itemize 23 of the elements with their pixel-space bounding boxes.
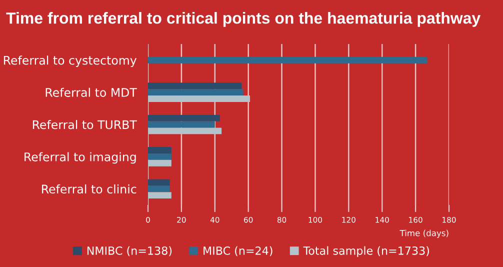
bar: [148, 121, 215, 128]
bar: [148, 82, 242, 90]
chart-title: Time from referral to critical points on the haematuria pathway: [6, 12, 481, 27]
y-tick-label: Referral to clinic: [42, 184, 136, 194]
bar: [148, 56, 428, 64]
legend-label: Total sample (n=1733): [303, 246, 429, 257]
bar: [148, 96, 250, 102]
bar: [148, 89, 244, 96]
bar: [148, 186, 170, 192]
bar: [148, 128, 222, 134]
y-tick-label: Referral to cystectomy: [4, 56, 137, 68]
bar: [148, 160, 172, 166]
bar: [148, 179, 170, 186]
legend-label: NMIBC (n=138): [87, 246, 172, 256]
bar: [148, 114, 220, 122]
bar: [148, 147, 172, 154]
y-tick-label: Referral to MDT: [46, 88, 137, 97]
y-tick-label: Referral to imaging: [24, 152, 136, 164]
bar: [148, 153, 172, 160]
legend-label: MIBC (n=24): [204, 246, 272, 256]
x-axis-title: Time (days): [400, 230, 448, 238]
bar: [148, 192, 172, 199]
y-tick-label: Referral to TURBT: [32, 120, 137, 130]
